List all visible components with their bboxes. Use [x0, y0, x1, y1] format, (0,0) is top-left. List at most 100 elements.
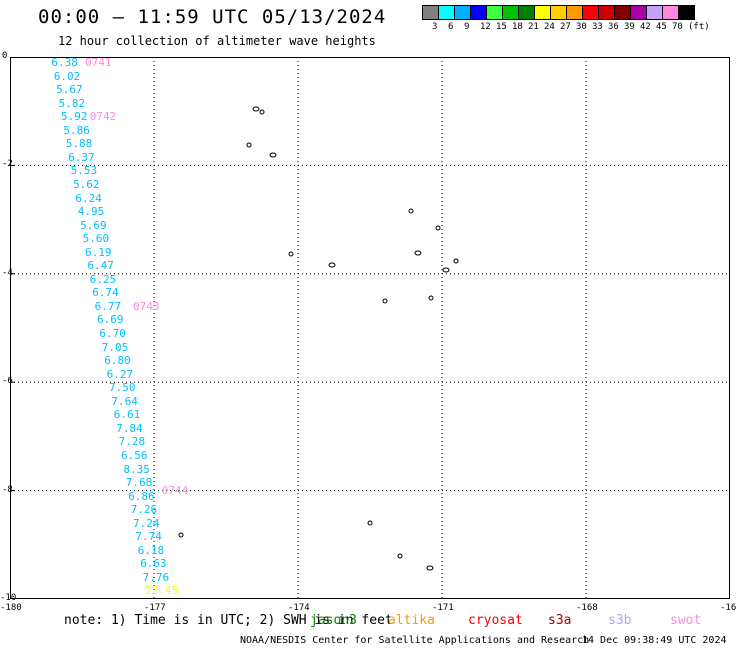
- island-outline: [259, 109, 265, 115]
- swh-value: 5.82: [58, 96, 86, 110]
- swh-value: 6.24: [75, 191, 102, 205]
- legend-label: 18: [512, 22, 523, 32]
- legend-label: 30: [576, 22, 587, 32]
- pass-label: 0742: [89, 110, 117, 124]
- swh-value: 5.60: [82, 232, 110, 246]
- swh-value: 7.50: [109, 381, 136, 395]
- swh-value: 6.19: [85, 245, 112, 259]
- swh-value: 6.38: [51, 56, 78, 69]
- swh-value: 6.61: [113, 408, 141, 422]
- island-outline: [435, 225, 441, 231]
- swh-value: 6.77: [94, 299, 122, 313]
- satellite-jason3: jason3: [310, 613, 357, 628]
- legend-swatch: [614, 5, 631, 20]
- y-tick-label: -10: [0, 593, 17, 603]
- swh-value: 6.86: [128, 489, 155, 503]
- legend-label: 21: [528, 22, 539, 32]
- swh-value: 7.28: [118, 435, 146, 449]
- x-tick-label: -174: [288, 603, 310, 613]
- x-tick-label: -16: [720, 603, 737, 613]
- satellite-altika: altika: [388, 613, 435, 628]
- map-area: [10, 57, 730, 599]
- island-outline: [178, 532, 184, 538]
- swh-value: 7.05: [101, 340, 129, 354]
- swh-value: 6.02: [53, 69, 81, 83]
- swh-value: 6.25: [89, 272, 117, 286]
- legend-labels: 3 6 9 12 15 18 21 24 27 30 33 36 39 42 45 70 (ft): [422, 20, 710, 32]
- island-outline: [408, 208, 414, 214]
- legend-swatch: [422, 5, 439, 20]
- island-outline: [269, 152, 277, 158]
- legend-label: 39: [624, 22, 635, 32]
- y-tick-label: -4: [2, 267, 13, 278]
- swh-value: 7.64: [111, 394, 138, 408]
- satellite-cryosat: cryosat: [468, 613, 523, 628]
- legend-swatch: [630, 5, 647, 20]
- pass-label: 0744: [161, 484, 189, 498]
- swh-value: 6.69: [97, 313, 124, 327]
- legend-swatches: [422, 5, 695, 20]
- swh-value: 5.69: [80, 218, 107, 232]
- legend-swatch: [518, 5, 535, 20]
- island-outline: [367, 520, 373, 526]
- x-tick-label: -180: [0, 603, 22, 613]
- map-frame: [10, 57, 730, 599]
- swh-value: 7.26: [130, 503, 158, 517]
- swh-value: 6.56: [121, 448, 148, 462]
- legend-label: 70: [672, 22, 683, 32]
- pass-label: 0741: [85, 56, 112, 69]
- legend-swatch: [566, 5, 583, 20]
- swh-value: 6.37: [68, 150, 95, 164]
- swh-value: 7.84: [116, 421, 143, 435]
- legend-swatch: [470, 5, 487, 20]
- legend-swatch: [534, 5, 551, 20]
- y-tick-label: -6: [2, 376, 13, 387]
- footer-credit: NOAA/NESDIS Center for Satellite Applica…: [240, 635, 590, 646]
- swh-value: 6.70: [99, 327, 126, 340]
- swh-value: 6.18: [137, 543, 165, 557]
- y-tick-label: 0: [2, 51, 8, 61]
- island-outline: [442, 267, 450, 273]
- island-outline: [246, 142, 252, 148]
- swh-value: 5.62: [73, 177, 100, 191]
- legend-label: 27: [560, 22, 571, 32]
- note-text: note: 1) Time is in UTC; 2) SWH is in fe…: [64, 613, 393, 628]
- island-outline: [397, 553, 403, 559]
- satellite-s3a: s3a: [548, 613, 572, 628]
- legend-label: 24: [544, 22, 555, 32]
- legend-label: (ft): [688, 22, 710, 32]
- island-outline: [414, 250, 422, 256]
- x-tick-label: -168: [576, 603, 598, 613]
- legend-label: 33: [592, 22, 603, 32]
- swh-value: 8.35: [123, 462, 150, 476]
- legend-label: 6: [448, 22, 454, 32]
- legend-swatch: [438, 5, 455, 20]
- legend-label: 36: [608, 22, 619, 32]
- island-outline: [453, 258, 459, 264]
- map-subtitle: 12 hour collection of altimeter wave hei…: [58, 34, 376, 48]
- map-title: 00:00 – 11:59 UTC 05/13/2024: [38, 6, 387, 28]
- satellite-s3b: s3b: [608, 613, 632, 628]
- y-tick-label: -2: [2, 159, 13, 170]
- swh-value: 5.53: [70, 164, 98, 178]
- legend-swatch: [678, 5, 695, 20]
- swh-value: 7.74: [135, 530, 162, 544]
- legend-label: 12: [480, 22, 491, 32]
- island-outline: [428, 295, 434, 301]
- swh-value: 4.95: [77, 205, 105, 219]
- x-tick-label: -171: [432, 603, 454, 613]
- legend-swatch: [550, 5, 567, 20]
- swh-value: 6.74: [92, 286, 119, 300]
- legend-swatch: [598, 5, 615, 20]
- legend-swatch: [662, 5, 679, 20]
- legend-swatch: [582, 5, 599, 20]
- swh-value: 7.76: [142, 570, 170, 584]
- swh-value: 22.45: [145, 584, 179, 598]
- color-legend: 3 6 9 12 15 18 21 24 27 30 33 36 39 42 45 70 (ft): [422, 5, 710, 32]
- swh-value: 5.88: [65, 137, 93, 151]
- island-outline: [328, 262, 336, 268]
- swh-value: 5.92: [61, 110, 88, 124]
- swh-value: 5.67: [56, 83, 83, 97]
- satellite-swot: swot: [670, 613, 702, 628]
- legend-label: 45: [656, 22, 667, 32]
